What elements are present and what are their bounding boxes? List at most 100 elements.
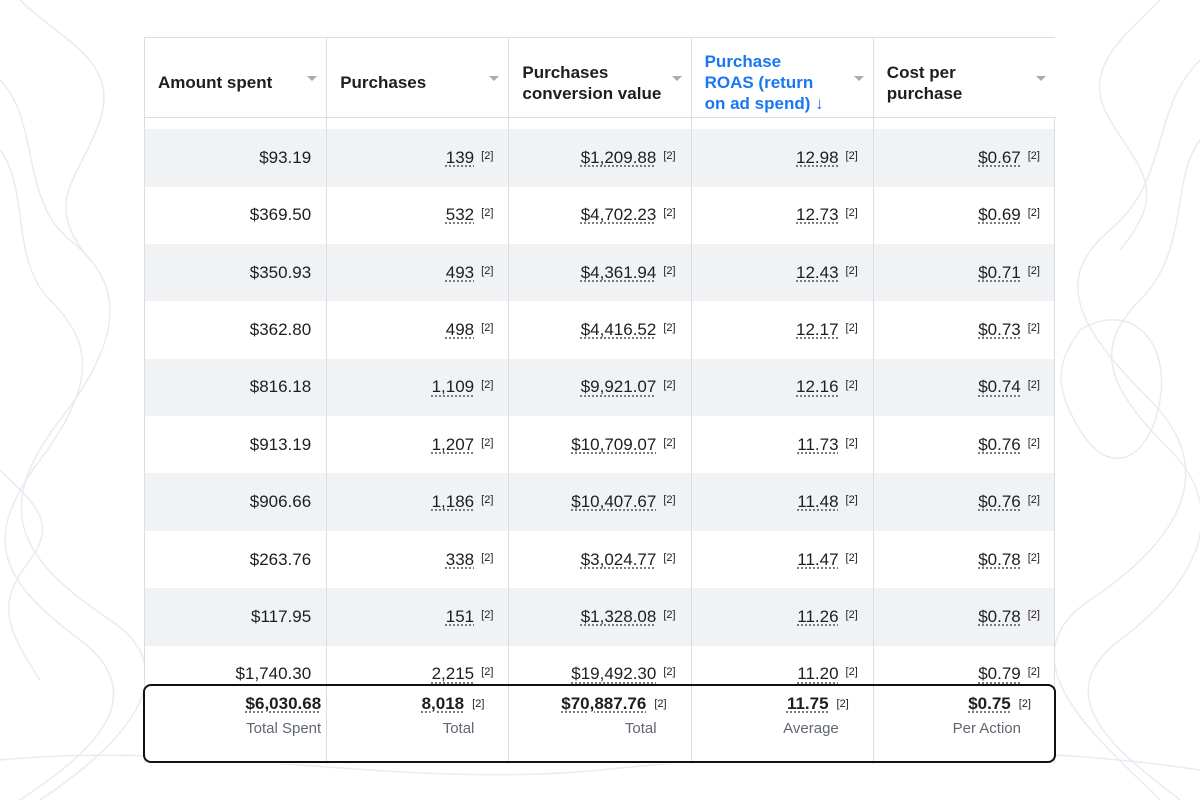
sort-caret[interactable] [671,76,682,81]
cell-value[interactable]: 2,215 [431,664,475,684]
table-cell: $117.95 [145,588,327,646]
cell-value[interactable]: 11.48 [797,492,839,512]
column-header[interactable]: Purchases [327,38,510,118]
footnote-marker: [2] [1027,149,1040,162]
cell-value[interactable]: 11.47 [797,549,839,569]
cell-value[interactable]: $1,209.88 [580,147,657,167]
total-line: 8,018 [2] [327,694,485,714]
table-cell: 11.48 [2] [692,473,874,531]
cell-value: $362.80 [249,319,312,339]
table-cell: $0.67 [2] [874,129,1056,187]
cell-value[interactable]: 151 [445,606,475,626]
cell-value[interactable]: $10,407.67 [571,492,657,512]
cell-value: $913.19 [249,434,312,454]
table-cell: $3,024.77 [2] [509,531,691,589]
cell-value[interactable]: $4,361.94 [580,262,657,282]
table-row: $263.76 338 [2] $3,024.77 [2] 11.47 [2] $0.78 [2… [145,531,1054,589]
table-cell: 11.47 [2] [692,531,874,589]
cell-value[interactable]: 12.98 [796,147,839,167]
sort-caret[interactable] [1035,76,1046,81]
total-value: 8,018 [421,694,465,713]
footnote-marker: [2] [663,436,676,449]
cell-value: $263.76 [249,549,312,569]
column-header[interactable]: Cost per purchase [873,38,1056,118]
table-cell: 12.16 [2] [692,359,874,417]
cell-value[interactable]: $0.67 [978,147,1021,167]
cell-value[interactable]: $0.76 [978,492,1021,512]
footnote-marker: [2] [481,207,494,220]
column-header[interactable]: Purchase ROAS (return on ad spend) ↓ [691,38,874,118]
column-header[interactable]: Amount spent [145,38,328,118]
cell-value[interactable]: $1,328.08 [580,606,657,626]
cell-value[interactable]: 11.73 [797,434,839,454]
cell-value[interactable]: 1,186 [431,492,475,512]
total-cell: 11.75 [2] Average [692,694,874,737]
cell-value[interactable]: 498 [445,319,475,339]
cell-value[interactable]: 1,109 [431,377,475,397]
footnote-marker: [2] [1027,551,1040,564]
cell-value[interactable]: 139 [445,147,475,167]
cell-value[interactable]: 11.26 [797,606,839,626]
column-divider [872,38,874,764]
table-cell: $0.76 [2] [874,473,1056,531]
footnote-marker: [2] [1027,379,1040,392]
total-line: $0.75 [2] [874,694,1031,714]
sort-caret[interactable] [489,76,500,81]
cell-value: $350.93 [249,262,312,282]
sort-caret[interactable] [307,76,318,81]
cell-value[interactable]: $0.73 [978,319,1021,339]
footnote-marker: [2] [481,551,494,564]
cell-value[interactable]: $0.69 [978,205,1021,225]
cell-value[interactable]: $19,492.30 [571,664,657,684]
table-cell: 151 [2] [327,588,509,646]
table-row: $362.80 498 [2] $4,416.52 [2] 12.17 [2] $0.73 [2… [145,301,1054,359]
table-cell: $0.71 [2] [874,244,1056,302]
total-label: Total [442,720,475,737]
footnote-marker: [2] [663,207,676,220]
cell-value[interactable]: 493 [445,262,475,282]
footnote-marker: [2] [481,321,494,334]
footnote-marker: [2] [663,551,676,564]
cell-value[interactable]: 1,207 [431,434,475,454]
table-cell: 12.17 [2] [692,301,874,359]
cell-value[interactable]: 12.17 [796,319,839,339]
column-divider [508,38,510,764]
cell-value[interactable]: $0.74 [978,377,1021,397]
cell-value[interactable]: $0.78 [978,549,1021,569]
cell-value[interactable]: $0.79 [978,664,1021,684]
cell-value[interactable]: $4,416.52 [580,319,657,339]
total-value: $0.75 [968,694,1011,713]
cell-value[interactable]: $0.78 [978,606,1021,626]
total-line: $70,887.76 [2] [509,694,666,714]
total-label: Per Action [952,720,1021,737]
cell-value[interactable]: 12.16 [796,377,839,397]
table-cell: $369.50 [145,186,327,244]
footnote-marker: [2] [845,436,858,449]
cell-value[interactable]: 12.73 [796,205,839,225]
column-header[interactable]: Purchases conversion value [509,38,692,118]
table-cell: $19,492.30 [2] [509,646,691,704]
sort-caret[interactable] [853,76,864,81]
cell-value[interactable]: $4,702.23 [580,205,657,225]
cell-value[interactable]: $0.71 [978,262,1021,282]
cell-value[interactable]: 532 [445,205,475,225]
table-cell: $362.80 [145,301,327,359]
cell-value[interactable]: $3,024.77 [580,549,657,569]
table-cell: 12.98 [2] [692,129,874,187]
cell-value[interactable]: $10,709.07 [571,434,657,454]
data-table: $93.19 139 [2] $1,209.88 [2] 12.98 [2] $0.67 [2]… [144,37,1056,764]
column-divider [690,38,692,764]
cell-value[interactable]: $0.76 [978,434,1021,454]
table-cell: 12.73 [2] [692,186,874,244]
cell-value[interactable]: $9,921.07 [580,377,657,397]
footnote-marker: [2] [663,666,676,679]
cell-value[interactable]: 12.43 [796,262,839,282]
table-cell: $1,209.88 [2] [509,129,691,187]
cell-value[interactable]: 11.20 [797,664,839,684]
cell-value[interactable]: 338 [445,549,475,569]
table-cell: 1,207 [2] [327,416,509,474]
table-cell: 11.26 [2] [692,588,874,646]
table-cell: $1,740.30 [145,646,327,704]
table-cell: $263.76 [145,531,327,589]
